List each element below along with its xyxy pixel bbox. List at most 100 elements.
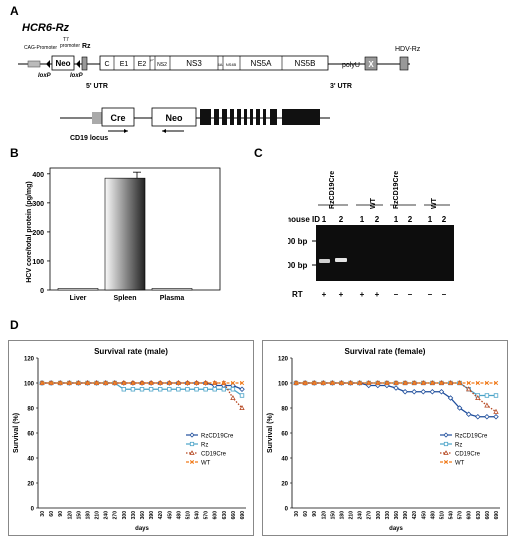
rt-value-4: +: [375, 290, 380, 299]
female-legend-rz-label: Rz: [455, 442, 462, 448]
gel-group-label-2: WT: [370, 197, 377, 209]
female-point-wt: [384, 380, 390, 386]
bar-spleen: [104, 177, 146, 291]
lane-id-1: 1: [322, 215, 327, 224]
female-xtick-label: 90: [312, 511, 318, 517]
cre-label: Cre: [110, 113, 125, 123]
female-point-wt: [421, 380, 426, 386]
male-point-rz: [148, 387, 154, 392]
male-point-cd19cre: [239, 404, 245, 410]
male-point-rz: [185, 387, 190, 392]
female-point-rzcd19cre: [420, 388, 427, 395]
female-legend-rz-marker: [443, 441, 449, 447]
male-point-wt: [203, 380, 208, 386]
female-ytick-label: 20: [281, 482, 288, 488]
female-legend-cd19cre-label: CD19Cre: [455, 451, 481, 457]
male-point-wt: [76, 380, 81, 386]
female-point-rzcd19cre: [475, 413, 481, 420]
male-point-wt: [148, 380, 154, 386]
segment-c: C: [104, 61, 109, 68]
segment-ns2: NS2: [157, 62, 167, 68]
female-point-rzcd19cre: [438, 388, 445, 395]
female-ytick-label: 80: [281, 407, 288, 413]
male-ytick-label: 80: [27, 407, 34, 413]
female-point-rz: [484, 393, 490, 398]
male-xtick-label: 360: [140, 511, 146, 520]
male-point-wt: [39, 380, 45, 386]
category-label-liver: Liver: [70, 295, 87, 302]
female-xtick-label: 240: [358, 511, 364, 520]
male-ytick-label: 120: [24, 357, 35, 363]
male-point-wt: [58, 380, 63, 386]
female-ytick-label: 100: [278, 382, 289, 388]
female-point-wt: [448, 380, 453, 386]
male-point-wt: [221, 380, 226, 386]
female-point-wt: [430, 380, 435, 386]
lane-id-6: 2: [408, 215, 413, 224]
male-xtick-label: 240: [104, 511, 110, 520]
rt-label: RT: [292, 290, 303, 299]
male-point-wt: [194, 380, 199, 386]
female-point-rz: [493, 393, 499, 398]
male-point-rz: [212, 387, 217, 392]
segment-ns3: NS3: [186, 59, 202, 68]
female-frame: [262, 340, 508, 536]
female-point-wt: [412, 380, 417, 386]
utr3-label: 3' UTR: [330, 83, 352, 90]
female-point-wt: [302, 380, 308, 386]
female-xtick-label: 570: [458, 511, 464, 520]
male-legend-rz-marker: [189, 441, 195, 447]
female-xtick-label: 660: [485, 511, 491, 520]
chart-b-ytick-label: 300: [32, 201, 44, 208]
hdv-rz-label: HDV-Rz: [395, 46, 421, 53]
male-xtick-label: 480: [176, 511, 182, 520]
male-xtick-label: 570: [204, 511, 210, 520]
bar-plasma: [151, 288, 193, 291]
panel-label-c: C: [254, 146, 263, 160]
gel-group-label-4: WT: [431, 197, 438, 209]
gel-group-label-3: RzCD19Cre: [393, 171, 400, 209]
hcv-core-bar-chart: HCV core/total protein (pg/mg) 0 100 200 30…: [26, 167, 221, 302]
female-xtick-label: 510: [439, 511, 445, 520]
x-label: X: [368, 60, 374, 69]
locus-grey-box: [92, 112, 102, 124]
female-xtick-label: 150: [330, 511, 336, 520]
male-point-rz: [121, 387, 127, 392]
male-xtick-label: 390: [149, 511, 155, 520]
female-point-wt: [366, 380, 371, 386]
female-point-wt: [321, 380, 326, 386]
male-legend-cd19cre-label: CD19Cre: [201, 451, 227, 457]
male-xtick-label: 420: [158, 511, 164, 520]
segment-e2: E2: [138, 61, 147, 68]
female-point-rzcd19cre: [411, 388, 417, 395]
gel-svg: RzCD19Cre WT RzCD19Cre WT mouse ID 1 2 1…: [282, 171, 454, 299]
hcv-genome-box: [99, 55, 329, 71]
male-legend-cd19cre-marker: [189, 450, 195, 455]
segment-4a: 4A: [218, 62, 223, 67]
panel-label-d: D: [10, 318, 19, 332]
male-point-rz: [239, 393, 245, 398]
male-point-rz: [130, 387, 136, 392]
female-point-wt: [457, 380, 462, 386]
lane-id-8: 2: [442, 215, 447, 224]
lane-id-5: 1: [394, 215, 399, 224]
gel-band-1: [319, 259, 330, 263]
female-point-wt: [330, 380, 335, 386]
hdv-rz-box: [399, 56, 409, 71]
male-ylabel: Survival (%): [13, 413, 20, 453]
male-xtick-label: 120: [67, 511, 73, 520]
female-point-rzcd19cre: [447, 395, 454, 401]
segment-ns5a: NS5A: [251, 59, 273, 68]
male-point-wt: [185, 380, 190, 386]
loxp-left-marker: [46, 60, 50, 68]
category-label-plasma: Plasma: [160, 295, 185, 302]
neo-label: Neo: [55, 59, 70, 68]
male-legend-wt-marker: [189, 459, 195, 465]
female-point-wt: [312, 380, 317, 386]
rt-value-8: –: [442, 290, 447, 299]
female-xtick-label: 30: [294, 511, 300, 517]
male-xtick-label: 330: [131, 511, 137, 520]
male-xtick-label: 300: [122, 511, 128, 520]
segment-e1: E1: [120, 61, 129, 68]
